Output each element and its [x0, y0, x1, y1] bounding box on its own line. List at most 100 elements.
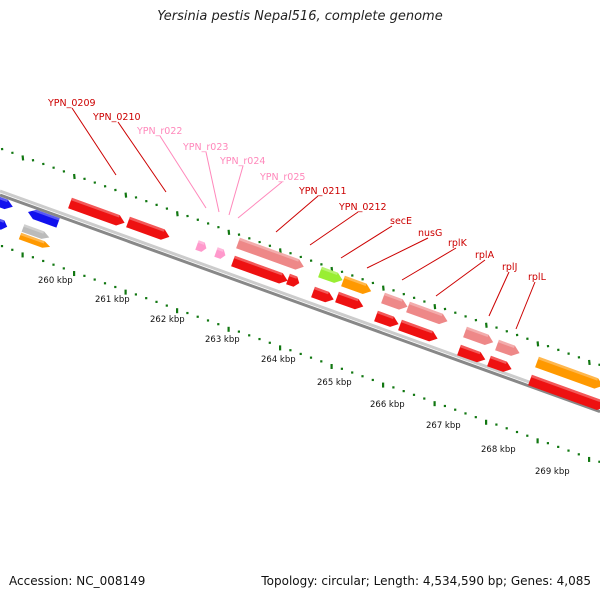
feature-group: [0, 218, 8, 230]
gene-label: YPN_r023: [182, 142, 228, 153]
feature-arrow: [214, 247, 226, 259]
feature-group: [487, 355, 512, 372]
feature-arrow: [18, 232, 51, 248]
feature-group: [341, 275, 372, 294]
feature-arrow: [398, 319, 438, 342]
feature-highlight: [0, 196, 8, 203]
label-leader-line: [275, 195, 319, 233]
feature-arrow: [487, 355, 512, 372]
feature-arrow: [535, 356, 600, 389]
label-leader-line: [401, 247, 457, 281]
feature-arrow: [231, 255, 288, 284]
feature-group: [318, 266, 343, 283]
feature-group: [311, 286, 334, 303]
gene-label: YPN_r024: [219, 156, 265, 167]
tick-mark: [536, 341, 540, 347]
feature-arrow: [0, 196, 13, 210]
feature-arrow: [463, 326, 494, 345]
feature-highlight: [239, 237, 300, 262]
gene-label: nusG: [418, 228, 442, 239]
feature-arrow: [341, 275, 372, 294]
tick-mark: [485, 322, 488, 328]
genome-backbone: [0, 189, 600, 414]
gene-label: YPN_r025: [259, 172, 305, 183]
feature-highlight: [216, 247, 224, 252]
feature-group: [195, 240, 207, 252]
feature-arrow: [236, 237, 304, 270]
label-leader-line: [488, 271, 510, 317]
label-leader-lines: [71, 107, 536, 330]
feature-group: [231, 255, 288, 284]
scale-label: 266 kbp: [370, 400, 405, 410]
backbone-line-lower: [0, 193, 600, 414]
feature-group: [126, 216, 170, 240]
scale-label: 267 kbp: [426, 421, 461, 431]
feature-arrow: [406, 301, 448, 325]
feature-group: [457, 344, 486, 363]
feature-arrow: [28, 209, 60, 228]
label-leader-line: [340, 225, 393, 259]
feature-arrow: [68, 197, 125, 226]
gene-label: rplJ: [502, 262, 517, 273]
feature-arrow: [318, 266, 343, 283]
feature-group: [236, 237, 304, 270]
label-leader-line: [237, 181, 283, 219]
scale-label: 268 kbp: [481, 445, 516, 455]
feature-group: [214, 247, 226, 259]
feature-group: [535, 356, 600, 389]
tick-mark: [227, 229, 231, 235]
feature-group: [406, 301, 448, 325]
feature-arrow: [374, 310, 399, 327]
scale-label: 269 kbp: [535, 467, 570, 477]
feature-highlight: [466, 326, 489, 337]
feature-group: [398, 319, 438, 342]
gene-label: YPN_0209: [47, 98, 96, 109]
gene-label: secE: [390, 216, 412, 227]
feature-group: [463, 326, 494, 345]
feature-highlight: [338, 291, 359, 302]
gene-label: rplA: [475, 250, 495, 261]
feature-highlight: [498, 339, 515, 348]
label-leader-line: [117, 121, 167, 193]
tick-mark: [176, 211, 179, 217]
feature-highlight: [129, 216, 165, 232]
feature-highlight: [377, 310, 394, 319]
feature-highlight: [321, 266, 338, 275]
label-leader-line: [159, 135, 207, 209]
feature-highlight: [409, 301, 443, 317]
feature-highlight: [289, 273, 298, 279]
page-title: Yersinia pestis Nepal516, complete genom…: [157, 9, 443, 24]
genome-summary-text: Topology: circular; Length: 4,534,590 bp…: [261, 574, 591, 588]
scale-label: 260 kbp: [38, 276, 73, 286]
feature-group: [495, 339, 520, 356]
feature-highlight: [0, 218, 5, 223]
feature-group: [18, 232, 51, 248]
tick-mark: [588, 359, 591, 366]
label-leader-line: [71, 107, 117, 176]
feature-highlight: [197, 240, 205, 245]
feature-arrow: [195, 240, 207, 252]
feature-highlight: [538, 356, 599, 381]
feature-highlight: [401, 319, 433, 334]
tick-mark: [21, 155, 25, 161]
label-leader-line: [205, 151, 220, 213]
feature-arrow: [528, 374, 600, 410]
feature-highlight: [384, 292, 403, 302]
scale-label: 263 kbp: [205, 335, 240, 345]
feature-group: [286, 273, 300, 287]
tick-mark: [124, 192, 128, 198]
scale-label: 265 kbp: [317, 378, 352, 388]
gene-label: YPN_0210: [92, 112, 141, 123]
tick-mark: [73, 173, 76, 180]
gene-label: rplL: [528, 272, 547, 283]
feature-group: [528, 374, 600, 410]
feature-highlight: [344, 275, 367, 286]
feature-group: [0, 196, 13, 210]
feature-highlight: [20, 232, 45, 244]
feature-highlight: [531, 374, 600, 402]
scale-label: 262 kbp: [150, 315, 185, 325]
feature-group: [68, 197, 125, 226]
gene-label: YPN_0212: [338, 202, 387, 213]
